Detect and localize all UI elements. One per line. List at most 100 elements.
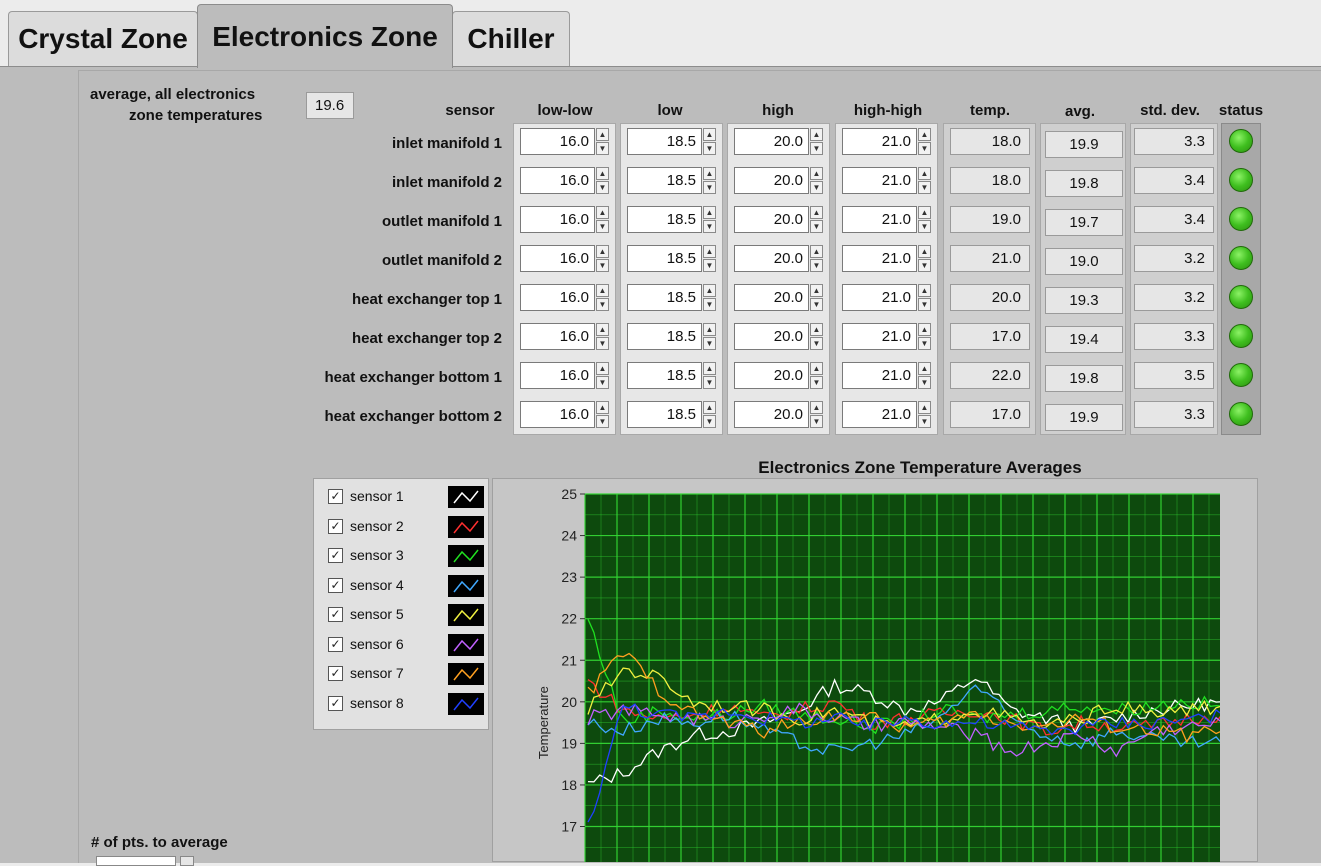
decrement-arrow-icon[interactable]: ▼ (596, 298, 609, 311)
increment-arrow-icon[interactable]: ▲ (703, 128, 716, 141)
legend-checkbox[interactable]: ✓ (328, 548, 343, 563)
decrement-arrow-icon[interactable]: ▼ (703, 337, 716, 350)
decrement-arrow-icon[interactable]: ▼ (703, 259, 716, 272)
decrement-arrow-icon[interactable]: ▼ (918, 337, 931, 350)
lowlow-control[interactable]: 16.0 ▲ ▼ (516, 321, 613, 352)
increment-arrow-icon[interactable]: ▲ (918, 206, 931, 219)
increment-arrow-icon[interactable]: ▲ (596, 362, 609, 375)
low-control[interactable]: 18.5 ▲ ▼ (623, 243, 720, 274)
lowlow-control[interactable]: 16.0 ▲ ▼ (516, 165, 613, 196)
highhigh-input[interactable]: 21.0 (842, 323, 917, 350)
spin-buttons[interactable]: ▲ ▼ (918, 362, 931, 389)
low-input[interactable]: 18.5 (627, 245, 702, 272)
lowlow-control[interactable]: 16.0 ▲ ▼ (516, 126, 613, 157)
spin-buttons[interactable]: ▲ ▼ (810, 167, 823, 194)
highhigh-control[interactable]: 21.0 ▲ ▼ (838, 204, 935, 235)
increment-arrow-icon[interactable]: ▲ (918, 362, 931, 375)
highhigh-control[interactable]: 21.0 ▲ ▼ (838, 321, 935, 352)
increment-arrow-icon[interactable]: ▲ (918, 284, 931, 297)
increment-arrow-icon[interactable]: ▲ (703, 401, 716, 414)
spin-buttons[interactable]: ▲ ▼ (810, 284, 823, 311)
low-input[interactable]: 18.5 (627, 128, 702, 155)
tab-electronics-zone[interactable]: Electronics Zone (197, 4, 453, 68)
lowlow-input[interactable]: 16.0 (520, 167, 595, 194)
increment-arrow-icon[interactable]: ▲ (596, 167, 609, 180)
decrement-arrow-icon[interactable]: ▼ (596, 415, 609, 428)
increment-arrow-icon[interactable]: ▲ (596, 401, 609, 414)
spin-buttons[interactable]: ▲ ▼ (596, 323, 609, 350)
spin-buttons[interactable]: ▲ ▼ (703, 206, 716, 233)
increment-arrow-icon[interactable]: ▲ (703, 245, 716, 258)
points-to-average-spin[interactable] (180, 856, 194, 866)
low-input[interactable]: 18.5 (627, 284, 702, 311)
low-control[interactable]: 18.5 ▲ ▼ (623, 282, 720, 313)
highhigh-input[interactable]: 21.0 (842, 128, 917, 155)
lowlow-input[interactable]: 16.0 (520, 128, 595, 155)
spin-buttons[interactable]: ▲ ▼ (810, 128, 823, 155)
high-control[interactable]: 20.0 ▲ ▼ (730, 360, 827, 391)
decrement-arrow-icon[interactable]: ▼ (918, 259, 931, 272)
spin-buttons[interactable]: ▲ ▼ (810, 401, 823, 428)
decrement-arrow-icon[interactable]: ▼ (596, 142, 609, 155)
decrement-arrow-icon[interactable]: ▼ (703, 181, 716, 194)
spin-buttons[interactable]: ▲ ▼ (810, 323, 823, 350)
decrement-arrow-icon[interactable]: ▼ (596, 259, 609, 272)
spin-buttons[interactable]: ▲ ▼ (918, 206, 931, 233)
spin-buttons[interactable]: ▲ ▼ (596, 401, 609, 428)
highhigh-control[interactable]: 21.0 ▲ ▼ (838, 360, 935, 391)
highhigh-input[interactable]: 21.0 (842, 245, 917, 272)
lowlow-input[interactable]: 16.0 (520, 284, 595, 311)
spin-buttons[interactable]: ▲ ▼ (596, 284, 609, 311)
highhigh-control[interactable]: 21.0 ▲ ▼ (838, 165, 935, 196)
decrement-arrow-icon[interactable]: ▼ (810, 220, 823, 233)
spin-buttons[interactable]: ▲ ▼ (918, 167, 931, 194)
decrement-arrow-icon[interactable]: ▼ (810, 142, 823, 155)
decrement-arrow-icon[interactable]: ▼ (918, 415, 931, 428)
legend-checkbox[interactable]: ✓ (328, 577, 343, 593)
increment-arrow-icon[interactable]: ▲ (596, 128, 609, 141)
legend-checkbox[interactable]: ✓ (328, 695, 343, 711)
legend-item[interactable]: ✓ sensor 5 (328, 603, 484, 627)
lowlow-input[interactable]: 16.0 (520, 206, 595, 233)
spin-buttons[interactable]: ▲ ▼ (596, 128, 609, 155)
decrement-arrow-icon[interactable]: ▼ (918, 220, 931, 233)
low-control[interactable]: 18.5 ▲ ▼ (623, 321, 720, 352)
increment-arrow-icon[interactable]: ▲ (596, 206, 609, 219)
legend-item[interactable]: ✓ sensor 3 (328, 544, 484, 568)
lowlow-control[interactable]: 16.0 ▲ ▼ (516, 204, 613, 235)
low-input[interactable]: 18.5 (627, 401, 702, 428)
tab-crystal-zone[interactable]: Crystal Zone (8, 11, 198, 66)
increment-arrow-icon[interactable]: ▲ (810, 245, 823, 258)
decrement-arrow-icon[interactable]: ▼ (810, 337, 823, 350)
lowlow-control[interactable]: 16.0 ▲ ▼ (516, 282, 613, 313)
high-input[interactable]: 20.0 (734, 206, 809, 233)
high-control[interactable]: 20.0 ▲ ▼ (730, 321, 827, 352)
spin-buttons[interactable]: ▲ ▼ (703, 284, 716, 311)
decrement-arrow-icon[interactable]: ▼ (918, 298, 931, 311)
high-control[interactable]: 20.0 ▲ ▼ (730, 243, 827, 274)
decrement-arrow-icon[interactable]: ▼ (810, 415, 823, 428)
high-input[interactable]: 20.0 (734, 362, 809, 389)
increment-arrow-icon[interactable]: ▲ (810, 206, 823, 219)
increment-arrow-icon[interactable]: ▲ (918, 167, 931, 180)
spin-buttons[interactable]: ▲ ▼ (703, 362, 716, 389)
spin-buttons[interactable]: ▲ ▼ (703, 167, 716, 194)
highhigh-control[interactable]: 21.0 ▲ ▼ (838, 399, 935, 430)
increment-arrow-icon[interactable]: ▲ (810, 362, 823, 375)
spin-buttons[interactable]: ▲ ▼ (810, 206, 823, 233)
lowlow-input[interactable]: 16.0 (520, 323, 595, 350)
increment-arrow-icon[interactable]: ▲ (810, 284, 823, 297)
highhigh-input[interactable]: 21.0 (842, 284, 917, 311)
lowlow-control[interactable]: 16.0 ▲ ▼ (516, 399, 613, 430)
highhigh-control[interactable]: 21.0 ▲ ▼ (838, 282, 935, 313)
increment-arrow-icon[interactable]: ▲ (703, 167, 716, 180)
decrement-arrow-icon[interactable]: ▼ (703, 415, 716, 428)
highhigh-control[interactable]: 21.0 ▲ ▼ (838, 126, 935, 157)
high-input[interactable]: 20.0 (734, 128, 809, 155)
legend-item[interactable]: ✓ sensor 6 (328, 633, 484, 657)
decrement-arrow-icon[interactable]: ▼ (810, 181, 823, 194)
decrement-arrow-icon[interactable]: ▼ (596, 181, 609, 194)
increment-arrow-icon[interactable]: ▲ (703, 362, 716, 375)
lowlow-control[interactable]: 16.0 ▲ ▼ (516, 243, 613, 274)
decrement-arrow-icon[interactable]: ▼ (918, 376, 931, 389)
